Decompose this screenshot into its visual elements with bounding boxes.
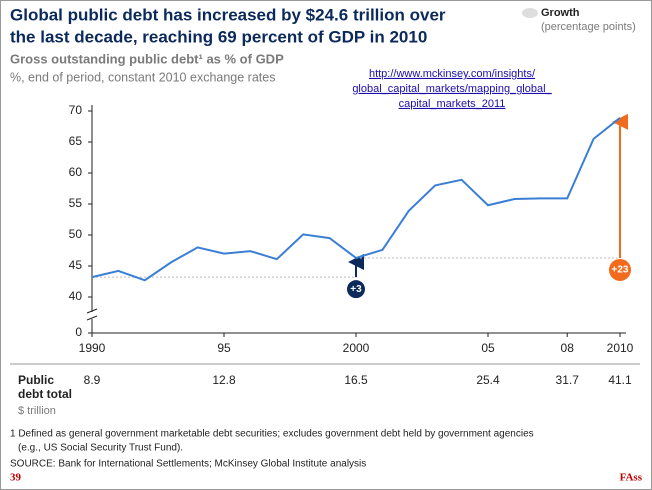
growth-label: +3 bbox=[350, 284, 362, 295]
subtitle: Gross outstanding public debt¹ as % of G… bbox=[10, 51, 284, 66]
legend-label: Growth bbox=[541, 7, 580, 19]
link[interactable]: capital_markets_2011 bbox=[399, 98, 506, 110]
y-tick-label: 40 bbox=[69, 289, 83, 303]
row-value: 41.1 bbox=[608, 373, 632, 387]
legend-note: (percentage points) bbox=[541, 21, 636, 33]
row-value: 31.7 bbox=[556, 373, 580, 387]
row-label: Public debt total bbox=[18, 373, 72, 401]
subtitle-note: %, end of period, constant 2010 exchange… bbox=[10, 70, 275, 84]
title-line: Global public debt has increased by $24.… bbox=[10, 5, 446, 24]
row-value: 16.5 bbox=[344, 373, 368, 387]
page-number: 39 bbox=[10, 472, 22, 484]
footnote: (e.g., US Social Security Trust Fund). bbox=[18, 443, 183, 454]
row-value: 12.8 bbox=[212, 373, 236, 387]
growth-badge bbox=[347, 280, 365, 299]
x-tick-label: 1990 bbox=[79, 341, 106, 355]
y-tick-label: 55 bbox=[69, 196, 83, 210]
x-tick-label: 2000 bbox=[343, 341, 370, 355]
row-value: 8.9 bbox=[84, 373, 101, 387]
y-tick-label: 70 bbox=[69, 103, 83, 117]
x-tick-label: 95 bbox=[217, 341, 231, 355]
y-tick-label: 0 bbox=[75, 325, 82, 339]
y-tick-label: 65 bbox=[69, 134, 83, 148]
y-tick-label: 50 bbox=[69, 227, 83, 241]
row-value: 25.4 bbox=[476, 373, 500, 387]
x-tick-label: 08 bbox=[561, 341, 575, 355]
link[interactable]: global_capital_markets/mapping_global_ bbox=[352, 83, 552, 95]
y-tick-label: 60 bbox=[69, 165, 83, 179]
footnote: 1 Defined as general government marketab… bbox=[10, 429, 534, 440]
x-tick-label: 05 bbox=[481, 341, 495, 355]
row-unit: $ trillion bbox=[18, 405, 56, 417]
title-line: the last decade, reaching 69 percent of … bbox=[10, 27, 427, 46]
legend-swatch bbox=[522, 8, 538, 18]
x-tick-label: 2010 bbox=[607, 341, 634, 355]
link[interactable]: http://www.mckinsey.com/insights/ bbox=[369, 68, 536, 80]
growth-label: +23 bbox=[612, 265, 629, 276]
source: SOURCE: Bank for International Settlemen… bbox=[10, 459, 366, 470]
growth-badge bbox=[609, 258, 631, 281]
data-line bbox=[91, 117, 621, 282]
y-tick-label: 45 bbox=[69, 258, 83, 272]
footer-tag: FAss bbox=[620, 472, 643, 484]
axis-break bbox=[86, 308, 98, 321]
